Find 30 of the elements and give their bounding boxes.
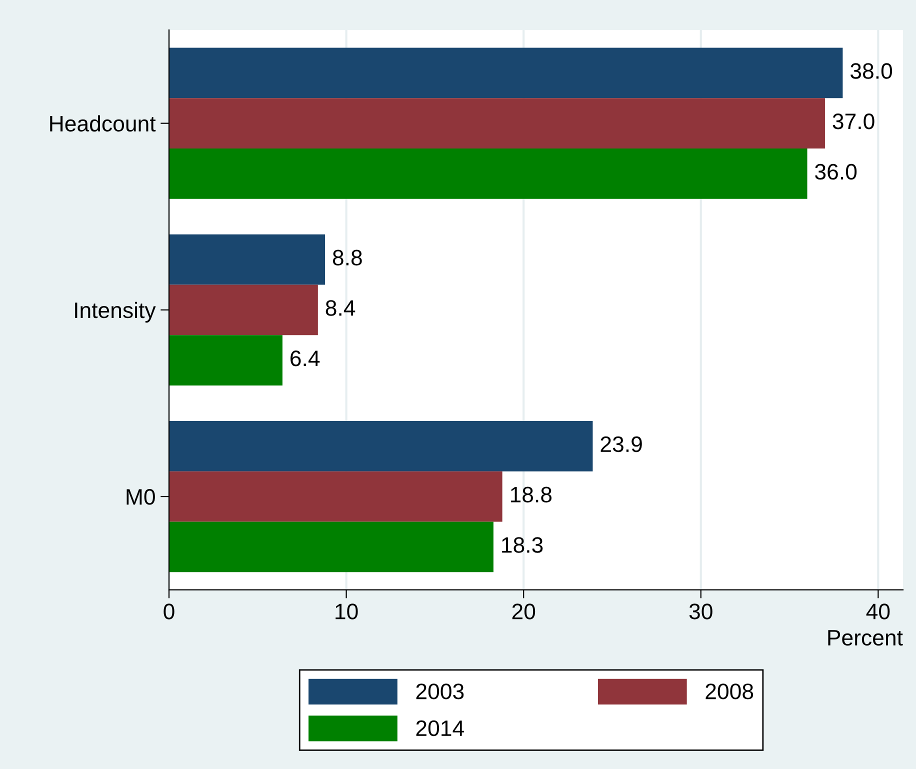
bar bbox=[169, 48, 843, 98]
data-label: 18.3 bbox=[502, 537, 543, 553]
bar bbox=[169, 335, 282, 386]
bar bbox=[169, 522, 494, 572]
bar bbox=[169, 420, 593, 472]
x-tick-label: 0 bbox=[164, 604, 174, 620]
data-label: 6.4 bbox=[290, 350, 320, 366]
data-label: 36.0 bbox=[815, 164, 857, 180]
data-label: 8.4 bbox=[326, 300, 356, 316]
data-label: 38.0 bbox=[850, 63, 892, 79]
x-axis-title: Percent bbox=[828, 630, 903, 646]
data-label: 18.8 bbox=[510, 486, 552, 502]
data-label: 37.0 bbox=[832, 114, 874, 130]
bar bbox=[169, 98, 825, 148]
y-tick-label: M0 bbox=[126, 489, 155, 505]
legend-label: 2008 bbox=[706, 684, 754, 700]
x-tick-label: 10 bbox=[336, 604, 358, 620]
x-tick-label: 20 bbox=[512, 604, 536, 620]
legend-label: 2014 bbox=[416, 720, 464, 736]
x-tick-label: 30 bbox=[689, 604, 712, 620]
x-tick-label: 40 bbox=[866, 604, 890, 620]
bar bbox=[169, 148, 808, 199]
data-label: 8.8 bbox=[332, 250, 362, 266]
y-tick-label: Intensity bbox=[75, 302, 156, 323]
bar bbox=[169, 471, 502, 522]
bar bbox=[169, 284, 318, 336]
bar bbox=[169, 234, 326, 285]
legend-label: 2003 bbox=[416, 684, 464, 700]
y-tick-label: Headcount bbox=[50, 115, 156, 132]
data-label: 23.9 bbox=[600, 436, 642, 452]
